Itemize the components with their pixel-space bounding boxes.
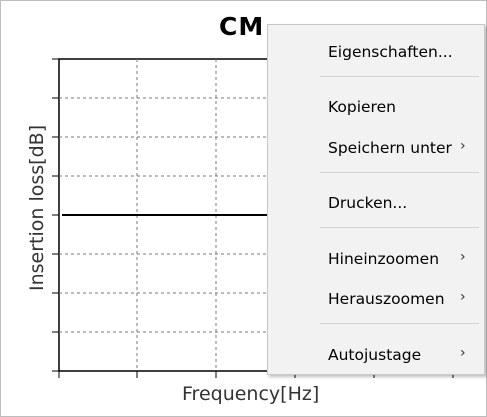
menu-item-label: Speichern unter	[328, 139, 452, 157]
menu-item-label: Drucken...	[328, 194, 408, 212]
menu-item-label: Herauszoomen	[328, 290, 445, 308]
menu-item-label: Eigenschaften...	[328, 43, 453, 61]
chevron-right-icon: ›	[460, 249, 466, 265]
x-axis-label: Frequency[Hz]	[182, 383, 320, 405]
context-menu: Eigenschaften... Kopieren Speichern unte…	[267, 24, 485, 375]
menu-separator	[320, 323, 479, 324]
menu-item-zoom-out[interactable]: Herauszoomen ›	[268, 283, 484, 315]
menu-item-zoom-in[interactable]: Hineinzoomen ›	[268, 243, 484, 275]
horizontal-gridlines	[59, 97, 469, 333]
menu-item-label: Hineinzoomen	[328, 250, 440, 268]
menu-item-label: Kopieren	[328, 98, 396, 116]
menu-separator	[320, 227, 479, 228]
menu-item-auto-adjust[interactable]: Autojustage ›	[268, 339, 484, 371]
y-axis-label: Insertion loss[dB]	[26, 124, 48, 291]
menu-item-label: Autojustage	[328, 346, 422, 364]
menu-item-properties[interactable]: Eigenschaften...	[268, 36, 484, 68]
y-axis-ticks	[52, 58, 59, 372]
menu-separator	[320, 172, 479, 173]
menu-item-save-as[interactable]: Speichern unter ›	[268, 132, 484, 164]
menu-separator	[320, 76, 479, 77]
chevron-right-icon: ›	[460, 289, 466, 305]
chart-title: CM	[219, 12, 265, 41]
menu-item-copy[interactable]: Kopieren	[268, 91, 484, 123]
chevron-right-icon: ›	[460, 138, 466, 154]
chevron-right-icon: ›	[460, 345, 466, 361]
menu-item-print[interactable]: Drucken...	[268, 187, 484, 219]
